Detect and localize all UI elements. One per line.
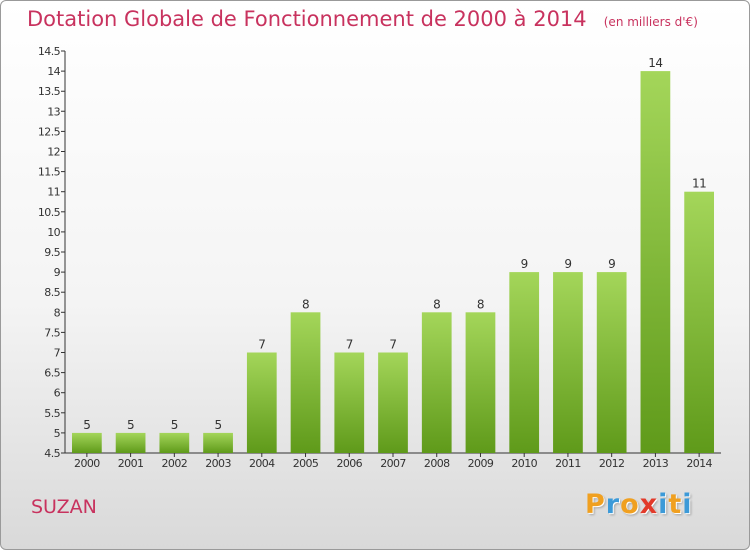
bar-2014 [684,191,715,453]
x-tick-label-2010: 2010 [511,457,537,470]
data-label-2001: 5 [127,418,134,432]
x-tick-label-2006: 2006 [336,457,362,470]
y-tick-label: 5.5 [44,407,60,420]
logo-letter: i [658,489,669,520]
y-tick-label: 13.5 [38,85,61,98]
x-tick-label-2011: 2011 [555,457,581,470]
y-tick-label: 6 [54,387,61,400]
y-tick-label: 5 [54,427,61,440]
y-tick-label: 8.5 [44,286,60,299]
y-tick-label: 11 [47,186,60,199]
logo-letter: o [620,489,640,520]
data-label-2000: 5 [83,418,90,432]
bar-2005 [290,312,321,453]
y-tick-label: 9.5 [44,246,60,259]
bar-2007 [378,352,408,453]
y-tick-label: 13 [47,105,60,118]
bar-2011 [553,272,583,453]
bar-2000 [71,432,102,453]
chart-subtitle: (en milliers d'€) [603,15,698,29]
y-tick-label: 12 [47,146,60,159]
x-tick-label-2009: 2009 [468,457,494,470]
logo-letter: i [682,489,693,520]
bar-2003 [203,432,233,453]
bar-2001 [115,432,146,453]
logo-letter: r [605,489,621,520]
y-tick-label: 11.5 [38,166,61,179]
x-tick-label-2008: 2008 [424,457,450,470]
bar-2002 [159,432,190,453]
data-label-2006: 7 [346,338,353,352]
x-tick-label-2012: 2012 [599,457,625,470]
bar-2008 [421,312,452,453]
logo-letter: P [585,489,606,520]
y-tick-label: 12.5 [38,125,61,138]
y-tick-label: 14.5 [38,45,61,58]
proxiti-logo: Proxiti [585,489,693,520]
x-tick-label-2014: 2014 [686,457,712,470]
bar-2009 [465,312,496,453]
data-label-2003: 5 [214,418,221,432]
y-tick-label: 7.5 [44,326,60,339]
bar-2010 [509,272,540,453]
data-label-2009: 8 [477,297,484,311]
y-tick-label: 8 [54,306,61,319]
x-tick-label-2004: 2004 [249,457,275,470]
chart-title: Dotation Globale de Fonctionnement de 20… [27,7,587,31]
y-tick-label: 10 [47,226,60,239]
bar-2004 [246,352,277,453]
data-label-2010: 9 [521,257,528,271]
data-label-2007: 7 [389,338,396,352]
y-tick-label: 9 [54,266,61,279]
data-label-2002: 5 [171,418,178,432]
data-label-2004: 7 [258,338,265,352]
y-tick-label: 6.5 [44,367,60,380]
y-tick-label: 14 [47,65,60,78]
y-tick-label: 10.5 [38,206,61,219]
x-tick-label-2007: 2007 [380,457,406,470]
x-tick-label-2001: 2001 [118,457,144,470]
x-tick-label-2003: 2003 [205,457,231,470]
commune-name: SUZAN [31,496,97,518]
data-label-2008: 8 [433,297,440,311]
title-line: Dotation Globale de Fonctionnement de 20… [27,7,698,31]
bar-2013 [640,71,671,453]
y-tick-label: 7 [54,347,61,360]
data-label-2014: 11 [692,177,706,191]
x-tick-label-2002: 2002 [162,457,188,470]
data-label-2011: 9 [564,257,571,271]
bar-2006 [334,352,365,453]
x-tick-label-2013: 2013 [643,457,669,470]
y-tick-label: 4.5 [44,447,60,460]
data-label-2005: 8 [302,297,309,311]
bar-2012 [596,272,627,453]
data-label-2012: 9 [608,257,615,271]
logo-letter: x [639,489,659,520]
logo-letter: t [668,489,683,520]
x-tick-label-2000: 2000 [74,457,100,470]
data-label-2013: 14 [648,56,662,70]
x-tick-label-2005: 2005 [293,457,319,470]
